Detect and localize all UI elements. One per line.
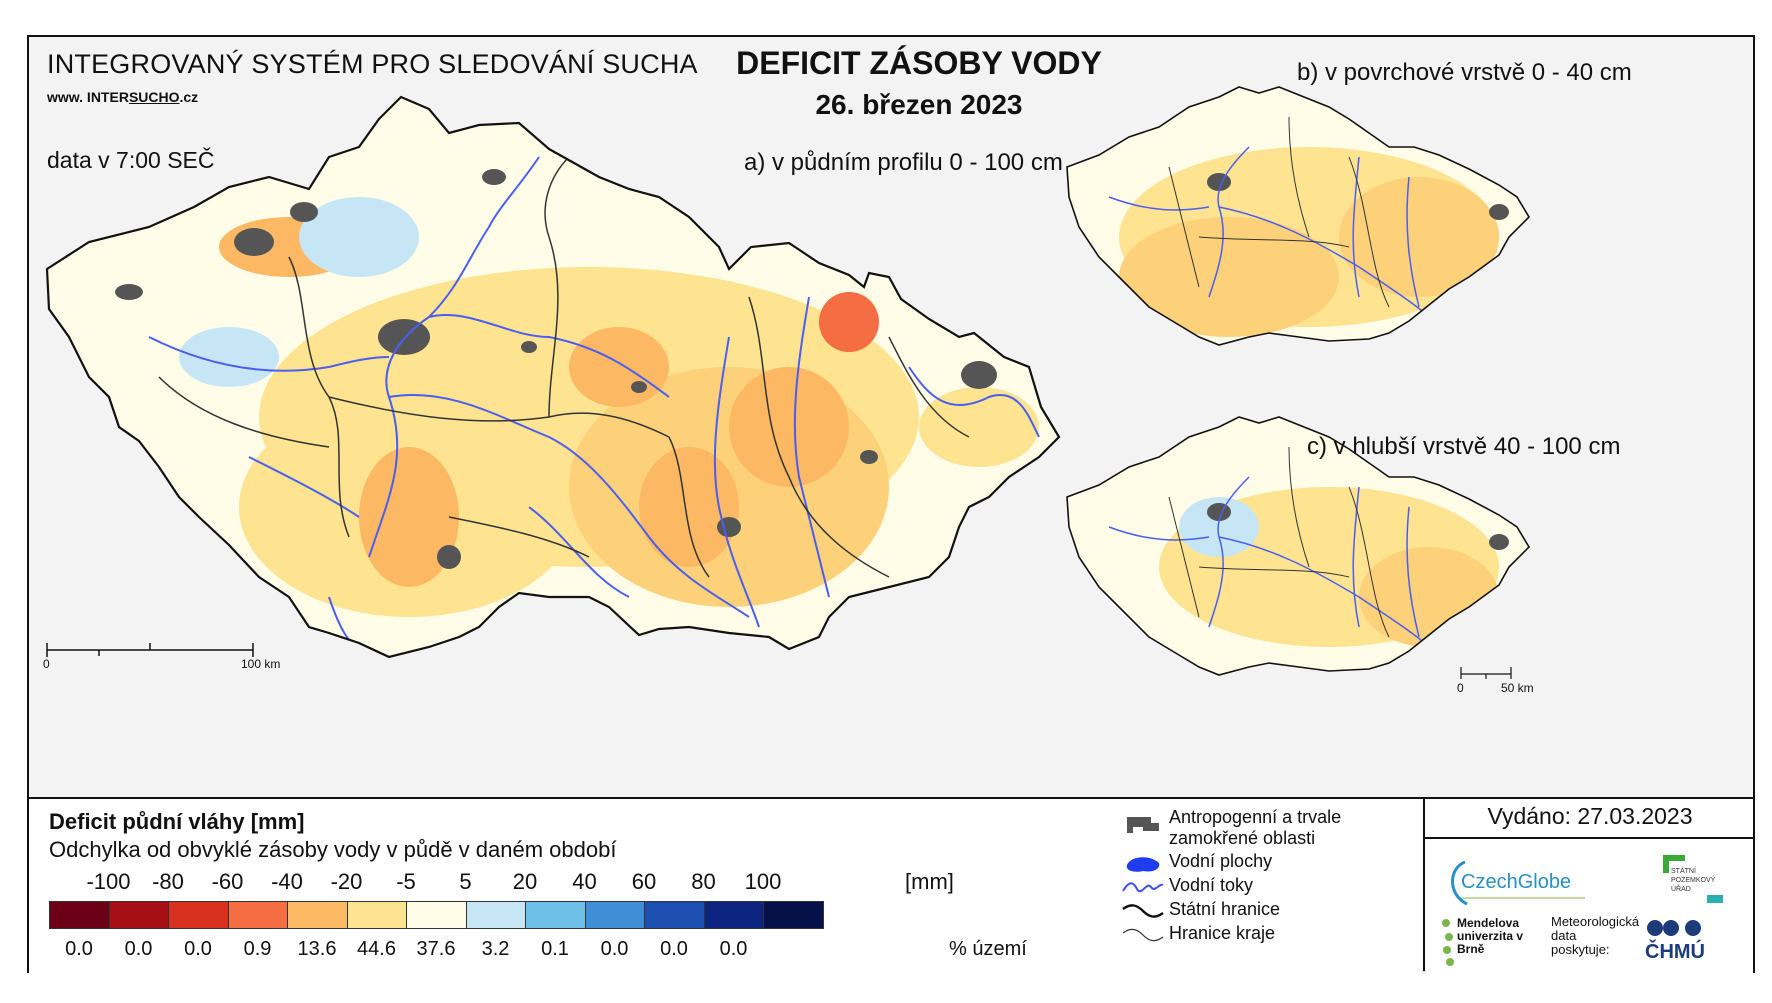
legend-subtitle: Odchylka od obvyklé zásoby vody v půdě v… bbox=[49, 837, 617, 862]
map-c-rivers bbox=[1108, 476, 1430, 648]
legend-percent: 0.9 bbox=[243, 938, 272, 960]
spu-logo: STÁTNÍ POZEMKOVÝ ÚŘAD bbox=[1663, 855, 1723, 903]
legend-item-water: Vodní plochy bbox=[1169, 851, 1273, 871]
legend-swatch bbox=[406, 901, 467, 929]
url-brand: SUCHO bbox=[128, 89, 180, 105]
chmu-logo: ČHMÚ bbox=[1637, 917, 1727, 967]
url-suffix: .cz bbox=[179, 89, 199, 105]
svg-text:CzechGlobe: CzechGlobe bbox=[1461, 871, 1571, 893]
percent-label: % území bbox=[949, 938, 1027, 960]
scale-main-start: 0 bbox=[43, 657, 50, 671]
legend-percent: 0.0 bbox=[65, 938, 93, 960]
legend-percent: 0.0 bbox=[600, 938, 629, 960]
legend-item-urban: Antropogenní a trvale zamokřené oblasti bbox=[1169, 807, 1342, 848]
mendelu-logo: Mendelova univerzita v Brně bbox=[1441, 917, 1531, 969]
legend-swatch bbox=[525, 901, 586, 929]
map-date: 26. březen 2023 bbox=[815, 89, 1023, 120]
map-b-label: b) v povrchové vrstvě 0 - 40 cm bbox=[1297, 59, 1632, 86]
issued-date: Vydáno: 27.03.2023 bbox=[1487, 803, 1693, 829]
map-a-regions bbox=[158, 156, 970, 578]
legend-item-state-border: Státní hranice bbox=[1169, 899, 1281, 919]
map-a-fill bbox=[47, 97, 1059, 657]
urban-area-icon bbox=[1127, 817, 1159, 833]
legend-percent: 0.1 bbox=[541, 938, 569, 960]
water-body-icon bbox=[1126, 857, 1160, 872]
main-title: DEFICIT ZÁSOBY VODY bbox=[736, 45, 1102, 81]
svg-text:POZEMKOVÝ: POZEMKOVÝ bbox=[1671, 875, 1716, 884]
legend-percent: 0.0 bbox=[660, 938, 688, 960]
svg-text:STÁTNÍ: STÁTNÍ bbox=[1671, 866, 1696, 875]
svg-text:ÚŘAD: ÚŘAD bbox=[1671, 884, 1691, 893]
legend-tick: 80 bbox=[691, 869, 716, 894]
legend-panel: Deficit půdní vláhy [mm] Odchylka od obv… bbox=[29, 797, 1755, 973]
legend-percent: 3.2 bbox=[481, 938, 510, 960]
legend-percent: 0.0 bbox=[719, 938, 748, 960]
map-b-rivers bbox=[1108, 146, 1430, 318]
legend-percent: 44.6 bbox=[357, 938, 396, 960]
map-c-regions bbox=[1168, 446, 1390, 638]
legend-swatch bbox=[227, 901, 288, 929]
legend-item-river: Vodní toky bbox=[1169, 875, 1254, 895]
website-link[interactable]: www. INTERSUCHO.cz bbox=[47, 89, 198, 105]
mendelu-text: Mendelova univerzita v Brně bbox=[1457, 916, 1524, 956]
legend-swatch bbox=[703, 901, 764, 929]
legend-swatch bbox=[346, 901, 407, 929]
legend-percent: 37.6 bbox=[416, 938, 456, 960]
issuer-box bbox=[1423, 799, 1755, 971]
legend-tick: -5 bbox=[396, 869, 416, 894]
chmu-text: ČHMÚ bbox=[1645, 941, 1705, 963]
czechglobe-logo: CzechGlobe bbox=[1451, 860, 1585, 906]
legend-item-region-border: Hranice kraje bbox=[1169, 923, 1276, 943]
legend-percent: 0.0 bbox=[124, 938, 153, 960]
url-prefix: www. INTER bbox=[47, 89, 129, 105]
scale-bar-small bbox=[1460, 667, 1512, 679]
legend-unit: [mm] bbox=[905, 869, 954, 894]
legend-percent: 0.0 bbox=[184, 938, 212, 960]
map-b-state-border bbox=[1066, 86, 1531, 346]
map-a-label: a) v půdním profilu 0 - 100 cm bbox=[744, 149, 1063, 176]
legend-swatch bbox=[49, 901, 110, 929]
scale-small-start: 0 bbox=[1457, 681, 1464, 695]
legend-swatch bbox=[763, 901, 824, 929]
state-border-icon bbox=[1122, 904, 1164, 918]
legend-swatch bbox=[644, 901, 705, 929]
scale-small-end: 50 km bbox=[1501, 681, 1534, 695]
legend-swatch bbox=[287, 901, 348, 929]
maps-svg bbox=[45, 86, 1531, 679]
met-provider-text: Meteorologická data poskytuje: bbox=[1551, 914, 1640, 957]
legend-tick: -40 bbox=[271, 869, 303, 894]
legend-swatch bbox=[108, 901, 169, 929]
legend-swatch bbox=[465, 901, 526, 929]
map-b-regions bbox=[1168, 116, 1390, 308]
map-c-state-border bbox=[1066, 416, 1531, 676]
legend-tick: 40 bbox=[572, 869, 597, 894]
region-border-icon bbox=[1122, 928, 1164, 942]
legend-tick: 100 bbox=[744, 869, 782, 894]
figure-frame: INTEGROVANÝ SYSTÉM PRO SLEDOVÁNÍ SUCHA w… bbox=[27, 35, 1755, 973]
legend-tick: 20 bbox=[512, 869, 538, 894]
legend-swatch bbox=[168, 901, 229, 929]
legend-tick: -20 bbox=[330, 869, 363, 894]
legend-tick: -80 bbox=[152, 869, 184, 894]
legend-swatch bbox=[584, 901, 645, 929]
scale-main-end: 100 km bbox=[241, 657, 281, 671]
legend-tick: -60 bbox=[211, 869, 244, 894]
system-title: INTEGROVANÝ SYSTÉM PRO SLEDOVÁNÍ SUCHA bbox=[47, 49, 698, 79]
map-a-rivers bbox=[148, 156, 1040, 657]
map-panel: INTEGROVANÝ SYSTÉM PRO SLEDOVÁNÍ SUCHA w… bbox=[29, 37, 1753, 797]
legend-tick: 60 bbox=[631, 869, 657, 894]
map-c-label: c) v hlubší vrstvě 40 - 100 cm bbox=[1307, 433, 1621, 460]
scale-bar-main bbox=[46, 643, 254, 657]
legend-tick: -100 bbox=[86, 869, 131, 894]
legend-tick: 5 bbox=[459, 869, 472, 894]
legend-title: Deficit půdní vláhy [mm] bbox=[49, 809, 305, 834]
data-time: data v 7:00 SEČ bbox=[47, 147, 215, 173]
map-b-fill bbox=[1067, 87, 1529, 345]
legend-percent: 13.6 bbox=[297, 938, 337, 960]
river-icon bbox=[1122, 882, 1164, 893]
